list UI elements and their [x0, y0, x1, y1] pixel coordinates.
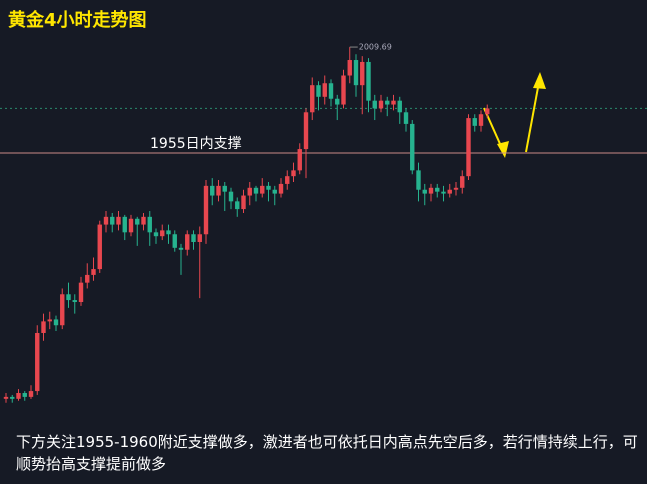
- candle-body: [428, 187, 434, 194]
- candle-body: [203, 185, 209, 235]
- candle-body: [485, 108, 490, 115]
- candle-body: [85, 274, 90, 283]
- candle-body: [303, 112, 309, 150]
- candle-body: [478, 114, 484, 126]
- candle-body: [272, 189, 277, 194]
- candle-body: [10, 396, 15, 399]
- candle-body: [228, 191, 234, 202]
- candle-body: [78, 282, 84, 303]
- chart-title: 黄金4小时走势图: [8, 10, 147, 31]
- candle-body: [197, 234, 202, 242]
- candle-body: [128, 218, 134, 233]
- candle-body: [53, 319, 59, 326]
- candle-body: [422, 189, 427, 194]
- candle-body: [347, 60, 352, 76]
- candle-body: [35, 332, 40, 392]
- candle-body: [47, 319, 52, 322]
- candle-body: [435, 187, 440, 192]
- candle-body: [91, 269, 96, 275]
- candle-body: [41, 321, 46, 333]
- candle-body: [178, 247, 184, 250]
- candle-body: [328, 83, 334, 99]
- candle-body: [260, 185, 265, 194]
- candle-body: [285, 176, 290, 184]
- candle-body: [241, 195, 246, 210]
- candle-body: [335, 98, 340, 105]
- candle-body: [235, 201, 240, 210]
- candle-body: [166, 230, 171, 235]
- candle-body: [297, 149, 302, 171]
- candle-body: [22, 393, 27, 397]
- candle-body: [410, 123, 415, 171]
- candle-body: [266, 185, 271, 190]
- candle-body: [147, 216, 152, 233]
- candle-body: [360, 61, 365, 86]
- candle-body: [403, 112, 409, 124]
- candle-body: [385, 100, 390, 105]
- candle-body: [172, 234, 177, 248]
- candle-body: [153, 232, 159, 237]
- candle-body: [253, 187, 259, 194]
- candle-body: [310, 85, 315, 113]
- candle-body: [185, 234, 190, 250]
- candle-body: [460, 176, 465, 188]
- candle-body: [316, 85, 321, 97]
- candle-body: [222, 185, 227, 192]
- candle-body: [66, 294, 71, 301]
- candle-body: [341, 75, 346, 105]
- candle-body: [453, 187, 459, 190]
- candle-body: [141, 216, 146, 225]
- candle-body: [60, 294, 65, 326]
- candle-body: [397, 100, 402, 113]
- candle-body: [3, 396, 9, 399]
- candle-body: [391, 100, 396, 105]
- candle-body: [135, 218, 140, 225]
- candle-body: [278, 183, 284, 194]
- high-label: 2009.69: [359, 43, 392, 52]
- arrowhead: [497, 141, 509, 158]
- candle-body: [291, 170, 296, 177]
- candle-body: [441, 191, 446, 194]
- arrow: [525, 81, 540, 153]
- candle-body: [122, 216, 127, 233]
- candle-body: [366, 61, 371, 101]
- candle-body: [97, 224, 102, 270]
- candle-body: [210, 185, 215, 196]
- candle-body: [353, 60, 359, 86]
- support-label: 1955日内支撑: [150, 136, 242, 152]
- candle-body: [28, 391, 34, 397]
- candle-body: [103, 216, 109, 225]
- candle-body: [16, 393, 21, 399]
- candle-body: [160, 230, 165, 237]
- candle-body: [378, 100, 384, 109]
- candle-body: [110, 216, 115, 225]
- candle-body: [416, 170, 421, 190]
- candle-body: [247, 187, 252, 196]
- candle-body: [216, 185, 221, 196]
- candle-body: [116, 216, 121, 225]
- candle-body: [472, 118, 477, 126]
- candle-body: [466, 118, 471, 177]
- candle-body: [447, 189, 452, 194]
- candle-body: [372, 100, 377, 109]
- candle-body: [191, 234, 196, 242]
- candle-body: [322, 83, 327, 97]
- arrowhead: [533, 72, 546, 89]
- candle-body: [72, 300, 77, 303]
- annotation: 下方关注1955-1960附近支撑做多，激进者也可依托日内高点先空后多，若行情持…: [16, 433, 638, 473]
